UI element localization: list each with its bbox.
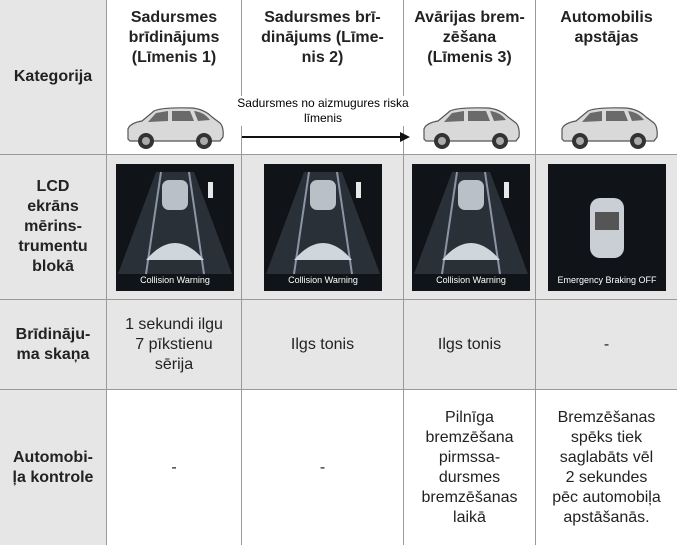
lcd-caption: Collision Warning — [140, 275, 210, 285]
row-label: LCD ekrāns mērins- trumentu blokā — [0, 155, 107, 300]
header-cell: Kategorija — [0, 0, 107, 155]
car-icon — [122, 103, 226, 151]
header-cell: Sadursmes brī- dinājums (Līme- nis 2) — [242, 0, 404, 155]
lcd-image — [116, 164, 234, 291]
arrow — [242, 132, 410, 142]
lcd-image — [412, 164, 530, 291]
car-icon — [418, 103, 522, 151]
cell: Ilgs tonis — [242, 300, 404, 390]
cell: - — [107, 390, 242, 545]
cell: Ilgs tonis — [404, 300, 536, 390]
lcd-caption: Collision Warning — [288, 275, 358, 285]
cell: Bremzēšanas spēks tiek saglabāts vēl 2 s… — [552, 408, 661, 526]
arrow-label: Sadursmes no aizmugures riska līmenis — [228, 96, 418, 126]
row-label: Brīdināju- ma skaņa — [0, 300, 107, 390]
cell: Pilnīga bremzēšana pirmssa- dursmes brem… — [404, 390, 536, 545]
header-cell: Avārijas brem- zēšana (Līmenis 3) — [404, 0, 536, 155]
row-label: Automobi- ļa kontrole — [0, 390, 107, 545]
lcd-image — [548, 164, 666, 291]
lcd-caption: Emergency Braking OFF — [557, 275, 657, 285]
lcd-image — [264, 164, 382, 291]
header-cell: Sadursmes brīdinājums (Līmenis 1) — [107, 0, 242, 155]
cell: - — [242, 390, 404, 545]
header-cell: Automobilis apstājas — [536, 0, 677, 155]
cell: - — [536, 300, 677, 390]
lcd-caption: Collision Warning — [436, 275, 506, 285]
cell: 1 sekundi ilgu 7 pīkstienu sērija — [107, 300, 242, 390]
car-icon — [556, 103, 660, 151]
